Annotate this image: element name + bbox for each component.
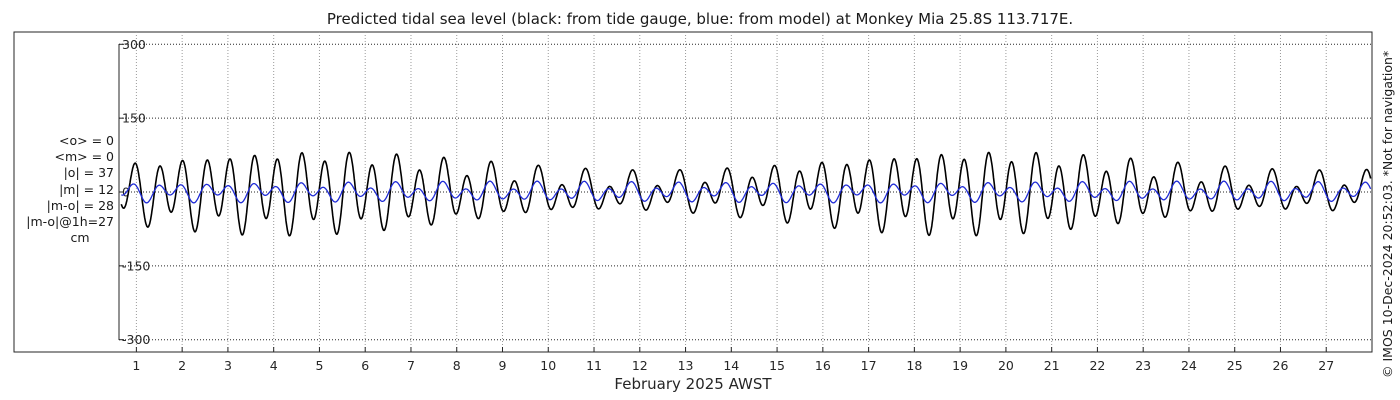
- stat-abs-model: |m| = 12: [59, 181, 114, 197]
- outer-frame: [13, 31, 1373, 353]
- x-tick-label-16: 16: [815, 358, 831, 373]
- y-tick-label-3: -150: [122, 258, 150, 273]
- y-tick-label-0: 300: [122, 37, 146, 52]
- x-tick-label-20: 20: [998, 358, 1014, 373]
- x-tick-label-14: 14: [723, 358, 739, 373]
- y-tick-label-4: -300: [122, 332, 150, 347]
- x-tick-label-7: 7: [407, 358, 415, 373]
- x-tick-label-24: 24: [1181, 358, 1197, 373]
- x-tick-label-22: 22: [1089, 358, 1105, 373]
- stat-abs-obs: |o| = 37: [63, 165, 114, 181]
- x-tick-label-26: 26: [1273, 358, 1289, 373]
- stat-mean-obs: <o> = 0: [59, 133, 114, 148]
- x-tick-label-23: 23: [1135, 358, 1151, 373]
- x-tick-label-1: 1: [132, 358, 140, 373]
- x-tick-label-13: 13: [678, 358, 694, 373]
- x-tick-label-5: 5: [315, 358, 323, 373]
- stats-panel: <o> = 0 <m> = 0 |o| = 37 |m| = 12 |m-o| …: [18, 133, 114, 246]
- x-axis-label: February 2025 AWST: [614, 375, 772, 393]
- series-line-gauge: [120, 151, 1372, 237]
- x-tick-label-10: 10: [540, 358, 556, 373]
- x-tick-label-9: 9: [499, 358, 507, 373]
- stat-mean-model: <m> = 0: [54, 149, 115, 165]
- x-tick-label-2: 2: [178, 358, 186, 373]
- x-tick-label-12: 12: [632, 358, 648, 373]
- x-tick-label-19: 19: [952, 358, 968, 373]
- stat-abs-diff-1h: |m-o|@1h=27: [26, 214, 114, 230]
- series-lines: [120, 151, 1372, 237]
- stat-unit: cm: [70, 230, 90, 246]
- series-line-model: [121, 180, 1372, 204]
- x-tick-label-18: 18: [906, 358, 922, 373]
- x-tick-label-3: 3: [224, 358, 232, 373]
- x-tick-label-15: 15: [769, 358, 785, 373]
- x-tick-label-21: 21: [1044, 358, 1060, 373]
- x-tick-label-17: 17: [861, 358, 877, 373]
- x-tick-label-27: 27: [1318, 358, 1334, 373]
- x-tick-label-6: 6: [361, 358, 369, 373]
- x-tick-label-25: 25: [1227, 358, 1243, 373]
- x-ticks: 1 2 3 4 5 6 7 8 9 10 11 12 13 14 15 16 17 18 19 20 21 22 23 24 2…: [132, 347, 1334, 373]
- chart-title: Predicted tidal sea level (black: from t…: [326, 10, 1074, 28]
- x-tick-label-11: 11: [586, 358, 602, 373]
- x-tick-label-4: 4: [270, 358, 278, 373]
- x-tick-label-8: 8: [453, 358, 461, 373]
- y-tick-label-1: 150: [122, 111, 146, 126]
- stat-abs-diff: |m-o| = 28: [46, 197, 114, 213]
